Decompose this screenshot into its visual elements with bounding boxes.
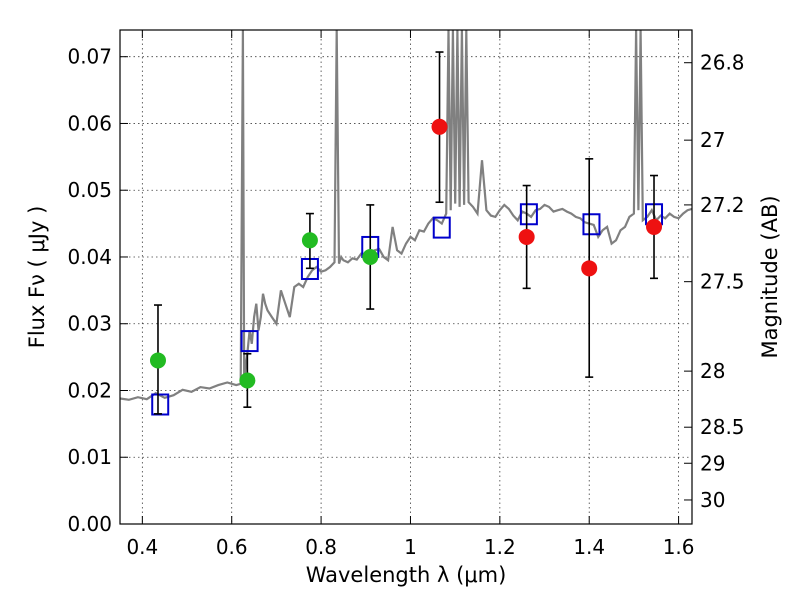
- y2-tick-label: 28: [700, 359, 725, 383]
- x-axis: 0.4 0.6 0.8 1 1.2 1.4 1.6: [126, 30, 695, 559]
- y2-tick-label: 27.2: [700, 193, 745, 217]
- x-tick-label: 0.4: [126, 535, 158, 559]
- observed-point-red: [581, 260, 598, 277]
- y-tick-label: 0.04: [67, 245, 112, 269]
- y-tick-label: 0.05: [67, 178, 112, 202]
- y2-axis-label: Magnitude (AB): [758, 195, 782, 358]
- y-tick-label: 0.07: [67, 45, 112, 69]
- y2-tick-label: 28.5: [700, 415, 745, 439]
- observed-point-green: [362, 248, 379, 265]
- model-box: [240, 330, 259, 353]
- x-tick-label: 0.6: [216, 535, 248, 559]
- grid: [120, 30, 692, 525]
- plot-area: [120, 30, 692, 416]
- model-box: [582, 213, 601, 236]
- model-spectrum-line: [120, 30, 692, 401]
- y2-tick-label: 29: [700, 451, 725, 475]
- y-tick-label: 0.06: [67, 111, 112, 135]
- y2-tick-label: 26.8: [700, 51, 745, 75]
- observed-point-red: [646, 218, 663, 235]
- y-tick-label: 0.03: [67, 312, 112, 336]
- observed-point-green: [239, 372, 256, 389]
- y-tick-label: 0.00: [67, 512, 112, 536]
- x-axis-label: Wavelength λ (μm): [306, 563, 507, 587]
- observed-point-green: [301, 232, 318, 249]
- x-tick-label: 0.8: [305, 535, 337, 559]
- y-tick-label: 0.01: [67, 445, 112, 469]
- x-tick-label: 1.4: [573, 535, 605, 559]
- observed-point-green: [149, 352, 166, 369]
- model-box: [432, 216, 451, 239]
- y-axis-right: 26.8 27 27.2 27.5 28 28.5 29 30: [684, 51, 745, 512]
- y-axis-left: 0.00 0.01 0.02 0.03 0.04 0.05 0.06 0.07: [67, 45, 128, 536]
- x-tick-label: 1.6: [663, 535, 695, 559]
- y-tick-label: 0.02: [67, 378, 112, 402]
- y-axis-label: Flux Fν ( μJy ): [25, 206, 49, 349]
- x-tick-label: 1.2: [484, 535, 516, 559]
- observed-points: [149, 118, 663, 389]
- observed-point-red: [518, 228, 535, 245]
- y2-tick-label: 30: [700, 488, 725, 512]
- observed-point-red: [431, 118, 448, 135]
- y2-tick-label: 27.5: [700, 270, 745, 294]
- y2-tick-label: 27: [700, 128, 725, 152]
- x-tick-label: 1: [404, 535, 417, 559]
- model-box: [519, 203, 538, 226]
- plot-frame: [119, 29, 693, 525]
- error-bars: [153, 51, 659, 415]
